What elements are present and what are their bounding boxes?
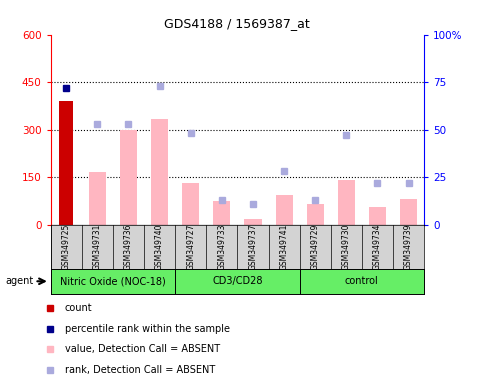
Bar — [244, 219, 261, 225]
Text: GSM349729: GSM349729 — [311, 223, 320, 270]
Bar — [275, 195, 293, 225]
Bar — [182, 184, 199, 225]
Text: agent: agent — [6, 276, 34, 286]
Bar — [120, 130, 137, 225]
Text: GSM349725: GSM349725 — [62, 223, 71, 270]
Text: CD3/CD28: CD3/CD28 — [212, 276, 263, 286]
Bar — [307, 204, 324, 225]
Bar — [59, 101, 73, 225]
Text: GSM349736: GSM349736 — [124, 223, 133, 270]
Text: GSM349741: GSM349741 — [280, 223, 288, 270]
Text: GSM349730: GSM349730 — [342, 223, 351, 270]
Text: GDS4188 / 1569387_at: GDS4188 / 1569387_at — [164, 17, 310, 30]
Text: percentile rank within the sample: percentile rank within the sample — [65, 324, 230, 334]
Text: GSM349731: GSM349731 — [93, 223, 102, 270]
Text: Nitric Oxide (NOC-18): Nitric Oxide (NOC-18) — [60, 276, 166, 286]
Bar — [151, 119, 168, 225]
Bar — [338, 180, 355, 225]
Bar — [89, 172, 106, 225]
Text: GSM349739: GSM349739 — [404, 223, 413, 270]
Text: GSM349733: GSM349733 — [217, 223, 227, 270]
Bar — [369, 207, 386, 225]
Text: count: count — [65, 303, 93, 313]
Text: rank, Detection Call = ABSENT: rank, Detection Call = ABSENT — [65, 365, 215, 375]
Text: GSM349740: GSM349740 — [155, 223, 164, 270]
Bar — [400, 199, 417, 225]
Text: control: control — [345, 276, 379, 286]
Text: value, Detection Call = ABSENT: value, Detection Call = ABSENT — [65, 344, 220, 354]
Text: GSM349727: GSM349727 — [186, 223, 195, 270]
Text: GSM349737: GSM349737 — [248, 223, 257, 270]
Bar — [213, 201, 230, 225]
Text: GSM349734: GSM349734 — [373, 223, 382, 270]
